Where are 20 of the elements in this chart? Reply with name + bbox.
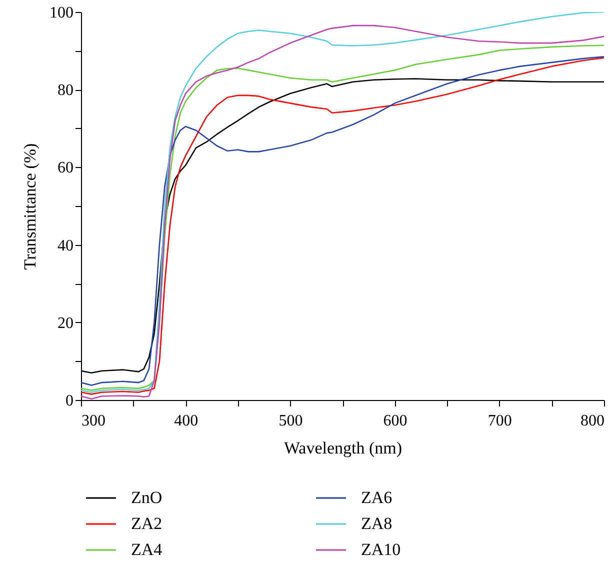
- legend-label: ZA10: [361, 540, 401, 559]
- legend-label: ZA4: [131, 540, 163, 559]
- legend-label: ZA8: [361, 514, 392, 533]
- y-tick-label: 100: [50, 4, 74, 22]
- legend-label: ZA2: [131, 514, 162, 533]
- x-tick-label: 400: [174, 412, 198, 430]
- x-tick-label: 500: [278, 412, 303, 430]
- legend-label: ZnO: [131, 488, 162, 507]
- x-tick-label: 800: [580, 412, 604, 430]
- legend-label: ZA6: [361, 488, 392, 507]
- y-tick-label: 40: [58, 237, 74, 254]
- y-axis-title: Transmittance (%): [20, 143, 40, 270]
- y-tick-label: 60: [58, 160, 74, 177]
- x-tick-label: 600: [383, 412, 408, 430]
- x-tick-label: 300: [82, 412, 106, 430]
- x-tick-label: 700: [488, 412, 512, 430]
- x-axis-title: Wavelength (nm): [284, 438, 402, 458]
- y-tick-label: 20: [58, 314, 74, 332]
- y-tick-label: 0: [66, 392, 74, 410]
- y-tick-label: 80: [58, 82, 74, 100]
